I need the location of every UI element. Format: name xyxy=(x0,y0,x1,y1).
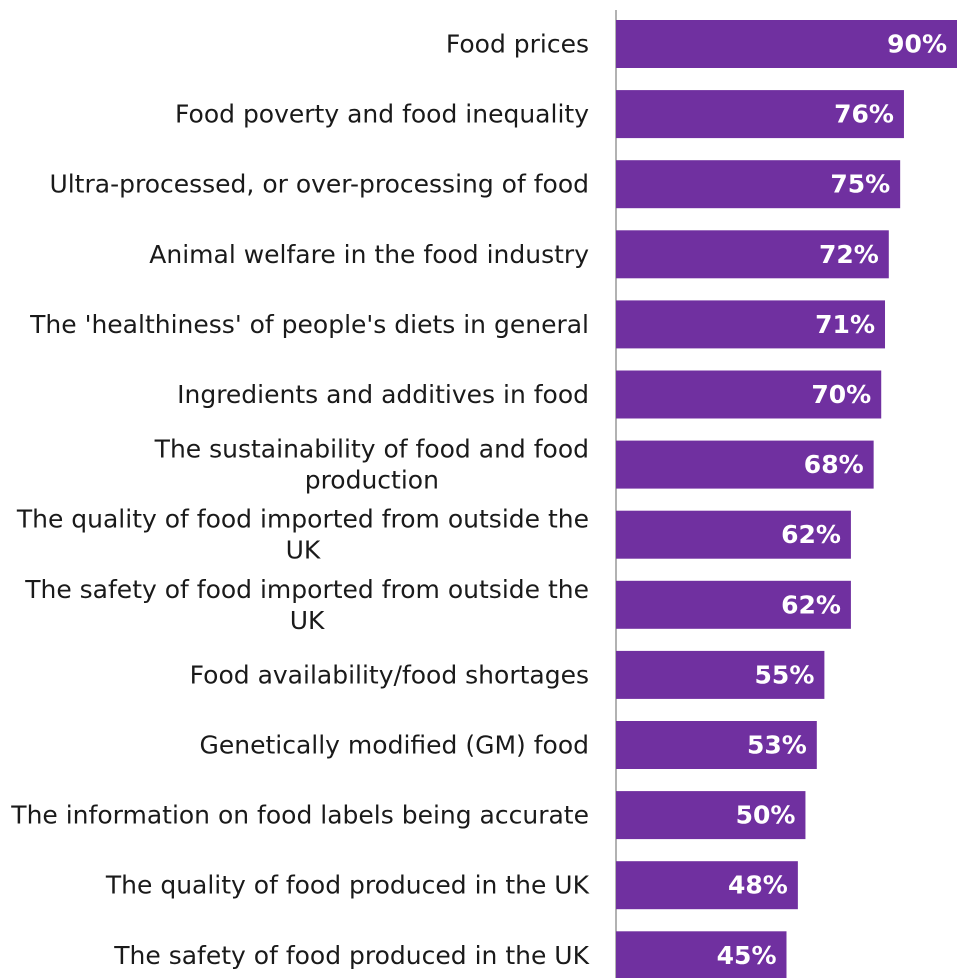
category-label: The 'healthiness' of people's diets in g… xyxy=(29,310,589,339)
bar-value-label: 72% xyxy=(819,240,879,269)
bar-value-label: 70% xyxy=(811,380,871,409)
bar xyxy=(616,230,889,279)
bar-value-label: 55% xyxy=(755,660,815,689)
bar xyxy=(616,300,886,349)
bar-value-label: 53% xyxy=(747,731,807,760)
category-label-line: production xyxy=(305,466,439,495)
bar-value-label: 50% xyxy=(736,801,796,830)
category-label: Animal welfare in the food industry xyxy=(149,240,589,269)
bar-value-label: 48% xyxy=(728,871,788,900)
bar xyxy=(616,370,882,419)
bar-value-label: 62% xyxy=(781,590,841,619)
bar xyxy=(616,20,957,68)
bar-value-label: 45% xyxy=(717,941,777,970)
bars-group xyxy=(616,20,957,978)
bar xyxy=(616,510,851,559)
bar xyxy=(616,90,904,139)
bar-value-label: 76% xyxy=(834,100,894,129)
bar xyxy=(616,440,874,489)
bar xyxy=(616,160,901,209)
category-label: The safety of food produced in the UK xyxy=(113,941,589,970)
bar-value-label: 62% xyxy=(781,520,841,549)
category-label-line: The quality of food imported from outsid… xyxy=(16,505,589,534)
category-label-line: UK xyxy=(286,536,321,565)
bar xyxy=(616,791,806,840)
value-labels-group: 90% 76% 75% 72% 71% 70% 68% 62% 62% 55% 53% 50% 48% 4… xyxy=(717,30,947,970)
category-label: The quality of food imported from outsid… xyxy=(16,505,589,565)
category-label: The information on food labels being acc… xyxy=(10,801,589,830)
bar-value-label: 75% xyxy=(830,170,890,199)
bar-value-label: 90% xyxy=(887,30,947,59)
bar xyxy=(616,650,825,699)
category-label-line: The safety of food imported from outside… xyxy=(24,575,589,604)
bar xyxy=(616,580,851,629)
category-label: Food poverty and food inequality xyxy=(175,100,589,129)
bar xyxy=(616,861,798,910)
bar-value-label: 68% xyxy=(804,450,864,479)
category-label: Food prices xyxy=(446,30,589,59)
category-label: The quality of food produced in the UK xyxy=(105,871,590,900)
category-label-line: UK xyxy=(290,606,325,635)
category-label: The safety of food imported from outside… xyxy=(24,575,589,635)
bar xyxy=(616,931,787,978)
category-label: Ultra-processed, or over-processing of f… xyxy=(49,170,589,199)
bar-value-label: 71% xyxy=(815,310,875,339)
category-label: The sustainability of food and food produ… xyxy=(154,435,589,495)
category-labels-group: Food prices Food poverty and food inequal… xyxy=(10,30,589,970)
category-label: Genetically modified (GM) food xyxy=(200,731,590,760)
category-label: Ingredients and additives in food xyxy=(177,380,589,409)
bar xyxy=(616,721,817,769)
category-label: Food availability/food shortages xyxy=(190,660,589,689)
category-label-line: The sustainability of food and food xyxy=(154,435,589,464)
